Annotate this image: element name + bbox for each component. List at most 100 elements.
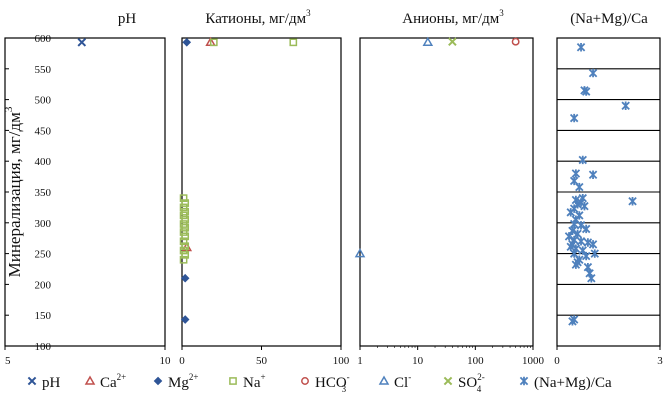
series-mg bbox=[180, 38, 192, 324]
legend-label-superscript: + bbox=[261, 372, 266, 382]
data-point bbox=[179, 237, 188, 246]
data-point bbox=[581, 251, 591, 261]
x-tick-label: 0 bbox=[179, 355, 185, 367]
legend-label-text: Ca bbox=[100, 375, 117, 391]
data-point bbox=[354, 248, 366, 258]
legend-label-superscript: - bbox=[347, 372, 350, 382]
data-point bbox=[571, 169, 581, 178]
legend-label-superscript: 2+ bbox=[117, 372, 127, 382]
series--na-mg-ca bbox=[564, 43, 637, 326]
legend-item: Na+ bbox=[229, 372, 266, 391]
legend-label-superscript: - bbox=[408, 372, 411, 382]
y-tick-label: 350 bbox=[35, 187, 52, 199]
legend-label-text: (Na+Mg)/Ca bbox=[534, 375, 612, 391]
data-point bbox=[590, 249, 600, 258]
data-point bbox=[77, 38, 87, 47]
panel-title: (Na+Mg)/Ca bbox=[570, 11, 648, 27]
series-ph bbox=[77, 38, 87, 47]
y-axis-label-superscript: 3 bbox=[3, 106, 15, 112]
data-point bbox=[422, 36, 434, 47]
x-tick-label: 50 bbox=[256, 355, 268, 367]
panel-2: 0 50 100 Катионы, мг/дм3 bbox=[179, 8, 350, 367]
legend-label-subscript: 3 bbox=[342, 384, 347, 394]
data-point bbox=[566, 242, 575, 252]
legend-item: Ca2+ bbox=[84, 372, 127, 391]
series-cl bbox=[354, 36, 434, 258]
legend-item: HCO-3 bbox=[301, 372, 350, 394]
legend-item: pH bbox=[27, 375, 61, 391]
panel-title-superscript: 3 bbox=[306, 8, 311, 18]
series-hco3 bbox=[511, 37, 520, 46]
y-tick-label: 450 bbox=[35, 125, 52, 137]
data-point bbox=[566, 208, 575, 217]
data-point bbox=[581, 87, 591, 96]
data-point bbox=[181, 232, 190, 241]
y-axis-label: Минерализация, мг/дм3 bbox=[3, 106, 24, 277]
data-point bbox=[576, 221, 586, 230]
x-tick-label: 10 bbox=[412, 355, 424, 367]
data-point bbox=[209, 38, 218, 47]
y-tick-label: 100 bbox=[35, 341, 52, 353]
data-point bbox=[588, 240, 598, 249]
legend-item: Cl- bbox=[378, 372, 411, 391]
data-point bbox=[571, 260, 581, 269]
data-point bbox=[181, 242, 190, 251]
legend-label-superscript: 2- bbox=[477, 372, 485, 382]
legend-label: Cl- bbox=[394, 372, 411, 391]
panel-3: 1 10 100 1000 Анионы, мг/дм3 bbox=[354, 8, 545, 367]
panel-title: Катионы, мг/дм3 bbox=[205, 8, 311, 27]
data-point bbox=[179, 194, 188, 203]
legend-label: HCO-3 bbox=[315, 372, 350, 394]
legend-label-text: Mg bbox=[168, 375, 189, 391]
plot-frame bbox=[359, 37, 534, 347]
data-point bbox=[576, 237, 586, 246]
y-tick-label: 600 bbox=[35, 33, 52, 45]
legend-label-text: HCO bbox=[315, 375, 347, 391]
data-point bbox=[182, 38, 192, 47]
legend-label-text: Na bbox=[243, 375, 261, 391]
panel-title: Анионы, мг/дм3 bbox=[402, 8, 504, 27]
x-tick-label: 1 bbox=[357, 355, 363, 367]
legend-label-superscript: 2+ bbox=[189, 372, 199, 382]
panel-title: pH bbox=[118, 11, 137, 27]
y-tick-label: 550 bbox=[35, 64, 52, 76]
data-point bbox=[588, 68, 598, 78]
data-point bbox=[576, 43, 586, 52]
legend-label-text: SO bbox=[458, 375, 477, 391]
legend-item: (Na+Mg)/Ca bbox=[519, 375, 612, 391]
data-point bbox=[628, 197, 637, 206]
legend-item: Mg2+ bbox=[153, 372, 199, 391]
y-tick-label: 300 bbox=[35, 218, 52, 230]
data-point bbox=[569, 219, 579, 229]
legend-label-subscript: 4 bbox=[477, 384, 482, 394]
legend-marker bbox=[301, 377, 309, 385]
data-point bbox=[448, 37, 457, 47]
series-na bbox=[179, 38, 298, 264]
data-point bbox=[569, 113, 579, 123]
data-point bbox=[583, 238, 593, 247]
panel-4: 0 3 (Na+Mg)/Ca bbox=[554, 11, 663, 367]
legend-label: pH bbox=[42, 375, 61, 391]
x-tick-label: 5 bbox=[5, 355, 11, 367]
data-point bbox=[181, 250, 190, 259]
plot-frame bbox=[181, 37, 342, 347]
data-point bbox=[575, 182, 584, 192]
data-point bbox=[568, 317, 577, 326]
series-so4 bbox=[448, 37, 457, 47]
x-tick-label: 10 bbox=[160, 355, 172, 367]
x-tick-label: 3 bbox=[657, 355, 663, 367]
x-tick-label: 100 bbox=[333, 355, 350, 367]
legend-marker bbox=[153, 376, 163, 386]
legend-marker bbox=[378, 375, 390, 385]
data-point bbox=[181, 199, 190, 207]
legend-marker bbox=[519, 376, 529, 386]
data-point bbox=[578, 155, 587, 165]
data-point bbox=[621, 101, 630, 110]
legend: pH Ca2+ Mg2+ Na+ HCO-3 Cl- SO2-4 (Na+Mg)/Ca bbox=[27, 372, 612, 394]
y-tick-label: 500 bbox=[35, 95, 52, 107]
data-point bbox=[181, 223, 190, 232]
x-tick-label: 0 bbox=[554, 355, 560, 367]
data-point bbox=[179, 203, 188, 212]
data-point bbox=[580, 201, 589, 211]
